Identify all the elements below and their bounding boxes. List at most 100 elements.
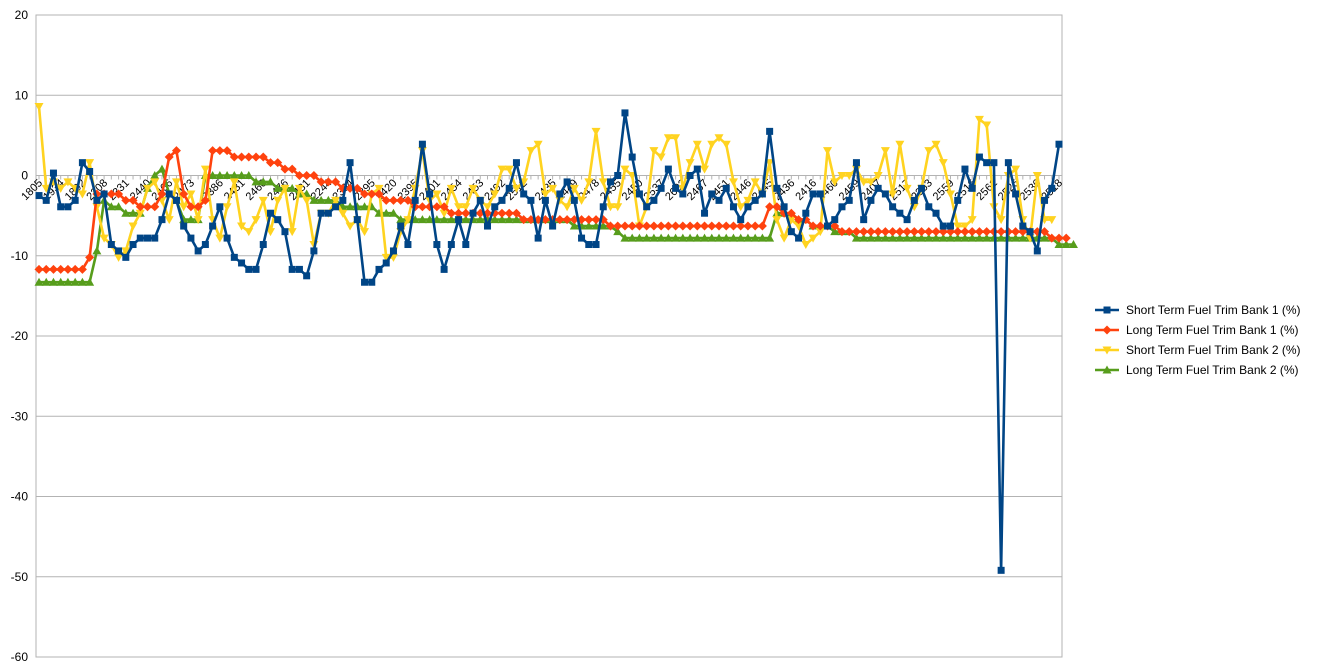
data-point [1061, 240, 1071, 249]
series-short-term-fuel-trim-bank-1 [35, 109, 1063, 574]
data-point [34, 264, 44, 274]
data-point [179, 203, 189, 212]
data-point [866, 178, 876, 187]
data-point [216, 203, 224, 211]
data-point [244, 171, 254, 179]
series-line [39, 149, 1067, 271]
data-point [1040, 227, 1050, 237]
data-point [983, 159, 991, 167]
data-point [954, 196, 962, 204]
data-point [591, 215, 601, 225]
data-point [63, 277, 73, 286]
data-point [439, 215, 449, 224]
data-point [852, 159, 860, 167]
data-point [281, 228, 289, 236]
data-point [504, 165, 514, 174]
data-point [172, 196, 180, 204]
data-point [34, 277, 44, 286]
data-point [374, 189, 384, 199]
data-point [374, 184, 384, 193]
data-point [287, 183, 297, 192]
data-point [468, 184, 478, 193]
data-point [265, 158, 275, 168]
data-point [938, 159, 948, 168]
data-point [815, 221, 825, 231]
data-point [750, 233, 760, 242]
data-point [737, 216, 745, 224]
data-point [361, 278, 369, 286]
data-point [591, 127, 601, 136]
legend-item: Long Term Fuel Trim Bank 2 (%) [1095, 360, 1301, 380]
data-point [200, 195, 210, 205]
data-point [115, 247, 123, 255]
data-point [773, 184, 781, 192]
data-point [368, 278, 376, 286]
data-point [860, 216, 868, 224]
data-point [294, 171, 304, 180]
data-point [902, 233, 912, 242]
data-point [967, 227, 977, 237]
data-point [70, 264, 80, 274]
data-point [931, 227, 941, 237]
data-point [605, 203, 615, 212]
data-point [974, 227, 984, 237]
data-point [317, 209, 325, 217]
data-point [229, 171, 239, 179]
data-point [750, 178, 760, 187]
data-point [809, 190, 817, 198]
data-point [237, 222, 247, 231]
data-point [128, 195, 138, 205]
data-point [215, 146, 225, 156]
y-tick-label: -50 [11, 570, 29, 584]
data-point [721, 140, 731, 149]
data-point [1055, 140, 1063, 148]
data-point [135, 209, 145, 218]
data-point [700, 165, 710, 174]
data-point [620, 221, 630, 231]
data-point [165, 190, 173, 198]
data-point [150, 171, 160, 179]
data-point [259, 241, 267, 249]
data-point [100, 190, 108, 198]
data-point [714, 233, 724, 242]
data-point [244, 228, 254, 237]
data-point [346, 159, 354, 167]
data-point [128, 208, 138, 217]
data-point [859, 233, 869, 242]
data-point [736, 233, 746, 242]
data-point [332, 203, 340, 211]
legend-item: Short Term Fuel Trim Bank 2 (%) [1095, 340, 1301, 360]
data-point [932, 209, 940, 217]
data-point [461, 203, 471, 212]
data-point [656, 233, 666, 242]
data-point [99, 234, 109, 243]
data-point [48, 264, 58, 274]
data-point [331, 177, 341, 187]
data-point [945, 190, 955, 199]
data-point [728, 221, 738, 231]
data-point [562, 203, 572, 212]
data-point [1004, 159, 1012, 167]
data-point [960, 233, 970, 242]
data-point [736, 221, 746, 231]
data-point [627, 221, 637, 231]
data-point [1033, 247, 1041, 255]
data-point [476, 196, 484, 204]
data-point [924, 233, 934, 242]
data-point [258, 177, 268, 186]
data-point [931, 140, 941, 149]
data-point [1047, 216, 1057, 225]
data-point [728, 233, 738, 242]
data-point [57, 203, 65, 211]
data-point [851, 233, 861, 242]
legend-swatch [1095, 346, 1119, 355]
data-point [56, 264, 66, 274]
data-point [294, 184, 304, 193]
data-point [360, 189, 370, 199]
legend-label: Long Term Fuel Trim Bank 2 (%) [1126, 363, 1299, 377]
data-point [461, 208, 471, 218]
data-point [194, 247, 202, 255]
data-point [34, 102, 44, 111]
chart-legend: Short Term Fuel Trim Bank 1 (%) Long Term… [1095, 300, 1301, 380]
data-point [310, 247, 318, 255]
